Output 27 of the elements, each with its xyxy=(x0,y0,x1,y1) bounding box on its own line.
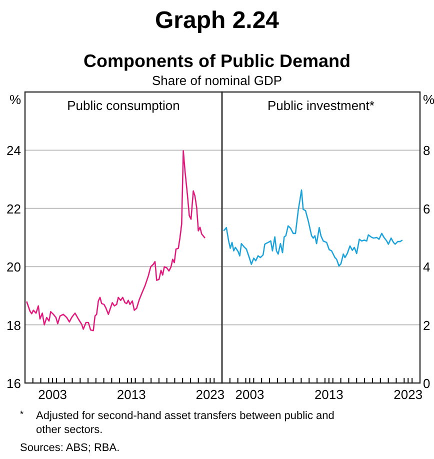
text: * Adjusted for second-hand asset transfers between public and other sectors. xyxy=(20,409,334,436)
y-tick-label: 18 xyxy=(6,318,21,333)
y-axis-title: % xyxy=(423,92,434,107)
source-note: Sources: ABS; RBA. xyxy=(20,442,120,454)
y-tick-label: 22 xyxy=(6,201,21,216)
text: Components of Public Demand xyxy=(83,51,351,71)
y-tick-label: 2 xyxy=(423,318,430,333)
x-tick-label: 2003 xyxy=(38,387,68,402)
line-series xyxy=(26,150,206,332)
y-tick-label: 20 xyxy=(6,260,21,275)
text: Share of nominal GDP xyxy=(152,73,282,88)
y-tick-label: 6 xyxy=(423,201,430,216)
y-axis-title: % xyxy=(9,92,22,107)
text: Public investment* xyxy=(268,98,374,113)
line-series xyxy=(223,189,404,267)
y-tick-label: 24 xyxy=(6,143,21,158)
x-tick-label: 2013 xyxy=(314,387,344,402)
y-tick-label: 4 xyxy=(423,260,430,275)
y-tick-label: 8 xyxy=(423,143,430,158)
x-tick-label: 2013 xyxy=(116,387,146,402)
y-tick-label: 0 xyxy=(423,376,430,391)
x-tick-label: 2023 xyxy=(394,387,423,402)
x-tick-label: 2023 xyxy=(196,387,225,402)
x-tick-label: 2003 xyxy=(235,387,264,402)
y-tick-label: 16 xyxy=(6,376,21,391)
text: Public consumption xyxy=(67,98,180,113)
caption: Graph 2.24 xyxy=(154,7,280,34)
